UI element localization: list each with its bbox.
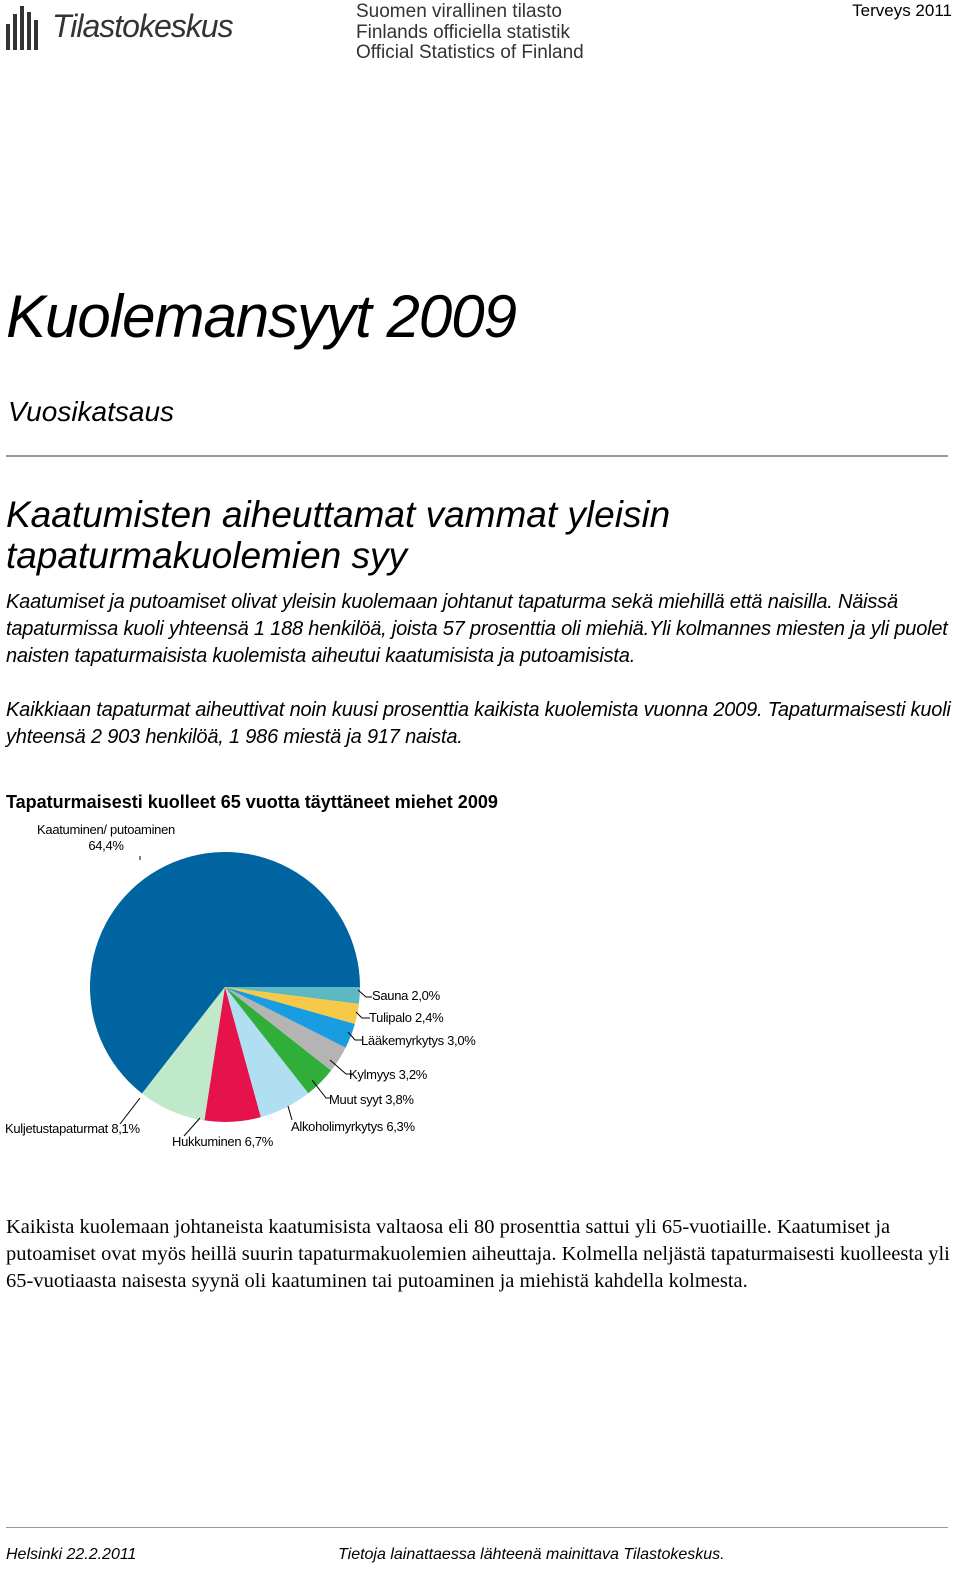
official-line: Official Statistics of Finland bbox=[356, 42, 584, 63]
value-label: 3,2% bbox=[398, 1067, 428, 1082]
title: Kuolemansyyt 2009 bbox=[6, 283, 517, 350]
category-name: Muut syyt bbox=[329, 1092, 382, 1107]
pie-slice bbox=[90, 851, 361, 1094]
value-label: 3,0% bbox=[447, 1033, 476, 1048]
value-label: 6,3% bbox=[386, 1119, 415, 1134]
category-name: Sauna bbox=[372, 988, 409, 1003]
category-name: Kylmyys bbox=[349, 1067, 396, 1082]
footer-divider bbox=[6, 1527, 948, 1528]
logo-mark bbox=[6, 6, 38, 50]
leader-lines bbox=[119, 856, 372, 1137]
slice-label: Kuljetustapaturmat 8,1% bbox=[5, 1121, 140, 1136]
official-line: Suomen virallinen tilasto bbox=[356, 1, 562, 22]
slice-label: Lääkemyrkytys 3,0% bbox=[361, 1033, 476, 1048]
series-name: Terveys 2011 bbox=[852, 1, 952, 20]
value-label: 2,4% bbox=[414, 1010, 444, 1025]
logo-text: Tilastokeskus bbox=[52, 8, 234, 44]
pie-slice bbox=[204, 987, 261, 1122]
category-name: Kuljetustapaturmat bbox=[5, 1121, 108, 1136]
category-name: Kaatuminen/ putoaminen bbox=[37, 822, 175, 837]
value-label: 6,7% bbox=[244, 1134, 274, 1149]
value-label: 64,4% bbox=[88, 838, 124, 853]
slice-label: Hukkuminen 6,7% bbox=[172, 1134, 273, 1149]
heading: Kaatumisten aiheuttamat vammat yleisin t… bbox=[6, 494, 671, 576]
slice-label: Tulipalo 2,4% bbox=[369, 1010, 444, 1025]
value-label: 8,1% bbox=[111, 1121, 140, 1136]
slice-label: Alkoholimyrkytys 6,3% bbox=[291, 1119, 415, 1134]
official-statistics: Suomen virallinen tilasto Finlands offic… bbox=[356, 1, 584, 64]
slice-label: Muut syyt 3,8% bbox=[329, 1092, 414, 1107]
footer-date: Helsinki 22.2.2011 bbox=[6, 1546, 137, 1563]
category-name: Tulipalo bbox=[369, 1010, 412, 1025]
footer-note: Tietoja lainattaessa lähteenä mainittava… bbox=[338, 1546, 725, 1563]
paragraph: Kaikkiaan tapaturmat aiheuttivat noin ku… bbox=[6, 699, 951, 748]
pie-slice bbox=[225, 987, 359, 1024]
slice-label: Kaatuminen/ putoaminen 64,4% bbox=[36, 822, 176, 854]
slice-label: Kylmyys 3,2% bbox=[349, 1067, 427, 1082]
value-label: 3,8% bbox=[385, 1092, 414, 1107]
category-name: Alkoholimyrkytys bbox=[291, 1119, 383, 1134]
pie-slice bbox=[225, 987, 360, 1004]
subtitle: Vuosikatsaus bbox=[8, 396, 175, 427]
pie-slice bbox=[225, 987, 309, 1118]
category-name: Lääkemyrkytys bbox=[361, 1033, 444, 1048]
paragraph: Kaatumiset ja putoamiset olivat yleisin … bbox=[6, 591, 948, 667]
slice-label: Sauna 2,0% bbox=[372, 988, 440, 1003]
closing-paragraph: Kaikista kuolemaan johtaneista kaatumisi… bbox=[6, 1216, 950, 1292]
pie-slice bbox=[225, 987, 332, 1094]
official-line: Finlands officiella statistik bbox=[356, 21, 571, 43]
category-name: Hukkuminen bbox=[172, 1134, 242, 1149]
value-label: 2,0% bbox=[411, 988, 440, 1003]
divider bbox=[6, 455, 948, 457]
pie-slice bbox=[225, 987, 346, 1071]
chart-title: Tapaturmaisesti kuolleet 65 vuotta täytt… bbox=[6, 792, 498, 812]
pie-slice bbox=[142, 987, 225, 1121]
pie-slice bbox=[225, 987, 355, 1048]
